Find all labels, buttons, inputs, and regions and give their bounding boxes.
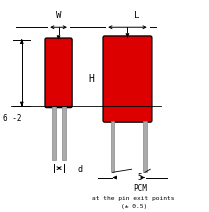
Text: L: L — [134, 11, 139, 20]
Text: PCM: PCM — [133, 184, 147, 193]
Text: at the pin exit points: at the pin exit points — [92, 196, 175, 201]
Text: W: W — [56, 11, 61, 20]
Text: 5: 5 — [138, 173, 142, 182]
FancyBboxPatch shape — [103, 36, 152, 122]
Text: d: d — [77, 165, 82, 174]
FancyBboxPatch shape — [45, 38, 72, 108]
Bar — [62, 106, 66, 160]
Bar — [52, 106, 56, 160]
Bar — [143, 120, 147, 172]
Text: H: H — [88, 74, 94, 84]
Bar — [111, 120, 114, 172]
Text: 6 -2: 6 -2 — [3, 114, 22, 123]
Text: (± 0.5): (± 0.5) — [121, 204, 147, 209]
